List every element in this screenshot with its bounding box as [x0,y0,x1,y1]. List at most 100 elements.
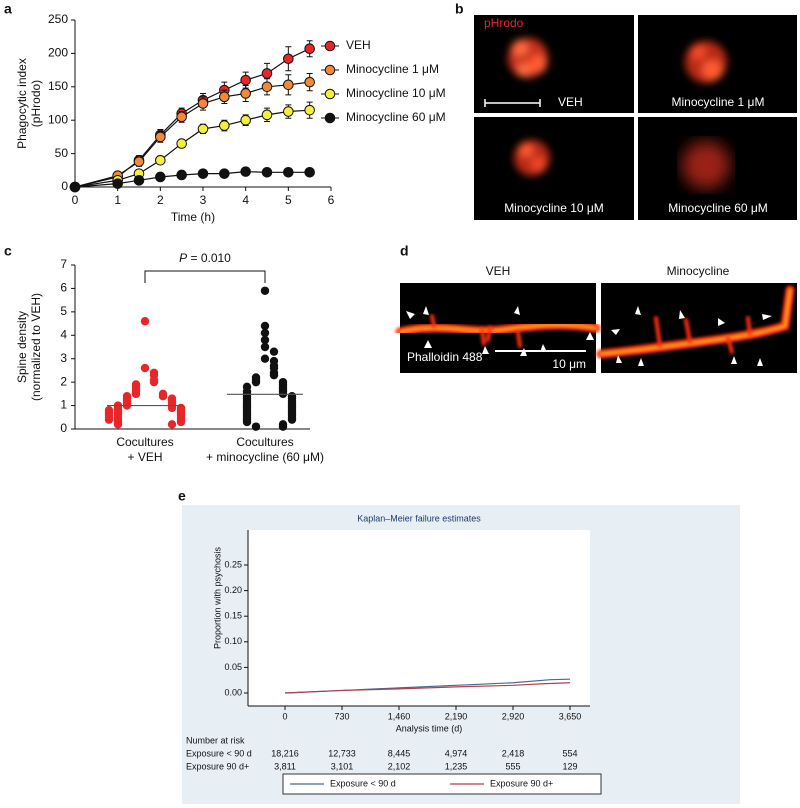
p-text: = 0.010 [187,251,231,265]
plot-area [248,530,590,706]
x-tick-label: Cocultures [116,435,173,449]
legend-marker [324,88,336,100]
y-tick-label: 6 [60,281,67,295]
data-point [104,415,114,424]
x-axis-label: Time (h) [171,210,215,224]
marker [176,169,187,181]
y-tick-label: 4 [60,327,67,341]
y-axis-label: Proportion with psychosis [212,546,222,649]
x-tick-label: 3 [200,193,207,207]
x-tick-label: 5 [285,193,292,207]
data-point [260,354,270,363]
risk-count: 8,445 [388,748,411,758]
p-symbol: P [179,251,187,265]
risk-count: 18,216 [271,748,299,758]
data-point [113,420,123,429]
panel-label: d [400,243,409,259]
image-label: VEH [486,264,511,278]
data-point [158,392,168,401]
data-point [251,422,261,431]
marker [261,167,273,178]
y-tick-label: 1 [60,398,67,412]
image-label: VEH [558,95,583,109]
risk-row-label: Exposure 90 d+ [186,761,249,771]
x-tick-label: 0 [282,711,287,721]
risk-count: 12,733 [328,748,356,758]
data-point [260,342,270,352]
marker [219,91,230,103]
legend-label: Minocycline 60 μM [346,110,446,124]
stain-label: pHrodo [484,16,524,30]
legend-label: VEH [346,38,371,52]
marker [155,154,166,166]
legend-marker [324,40,336,52]
marker [133,156,145,167]
marker [261,81,273,93]
x-tick-label: 3,650 [559,711,582,721]
marker [304,76,315,88]
marker [283,79,294,91]
risk-count: 4,974 [445,748,468,758]
x-tick-label: 1 [114,193,121,207]
marker [133,175,145,186]
y-tick-label: 250 [48,12,68,26]
y-tick-label: 2 [60,374,67,388]
scale-label: 10 μm [552,357,586,371]
y-tick-label: 50 [55,146,69,160]
data-point [167,420,177,429]
risk-count: 129 [562,761,577,771]
risk-count: 2,418 [502,748,525,758]
risk-count: 2,102 [388,761,411,771]
legend-label: Minocycline 1 μM [346,62,439,76]
data-point [140,363,150,373]
risk-count: 3,811 [274,761,296,771]
y-tick-label: 150 [48,79,68,93]
risk-count: 1,235 [445,761,468,771]
risk-count: 554 [562,748,577,758]
marker [197,98,209,109]
legend-marker [324,112,336,124]
panel-label: b [455,1,464,17]
data-point [260,286,270,295]
marker [197,168,209,179]
series-line [74,81,310,188]
data-point [260,335,270,345]
y-tick-label: 0.25 [224,559,242,569]
cell [682,141,730,189]
data-point [131,389,141,399]
y-tick-label: 200 [48,46,68,60]
risk-count: 3,101 [331,761,354,771]
marker [219,120,230,131]
marker [240,114,251,126]
marker [176,111,187,123]
legend-box [282,773,602,795]
legend-marker [324,64,336,76]
y-axis-label: (normalized to VEH) [29,293,43,401]
x-tick-label: 730 [334,711,349,721]
x-tick-label: + minocycline (60 μM) [206,450,324,464]
data-point [242,417,252,427]
dendrite [395,285,795,359]
x-tick-label: 4 [242,193,249,207]
significance-bracket [144,270,266,283]
marker [283,106,294,117]
micrograph [474,117,634,220]
marker [219,168,230,179]
risk-row-label: Exposure < 90 d [186,748,252,758]
data-point [251,377,261,387]
data-point [260,321,270,331]
y-axis-label: (pHrodo) [29,80,43,127]
y-tick-label: 100 [48,112,68,126]
x-tick-label: 0 [72,193,79,207]
panel-d: d VEH Minocycline Phalloidin 488 10 μm [395,243,797,373]
y-axis-label: Phagocytic index [15,58,29,149]
risk-count: 555 [505,761,520,771]
y-tick-label: 0.20 [224,585,242,595]
data-point [149,377,159,387]
y-tick-label: 0.00 [224,687,242,697]
x-tick-label: 6 [328,193,335,207]
panel-label: e [178,488,186,504]
marker [112,178,123,189]
marker [69,181,81,193]
